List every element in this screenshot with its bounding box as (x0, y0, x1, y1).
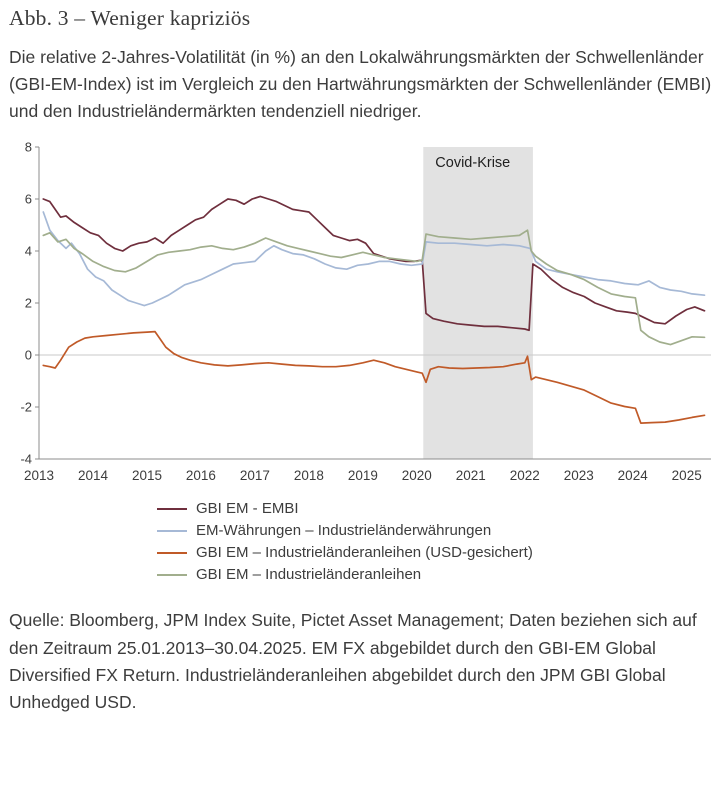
svg-text:Covid-Krise: Covid-Krise (435, 155, 510, 171)
chart-legend: GBI EM - EMBI EM-Währungen – Industrielä… (157, 500, 715, 583)
svg-text:-4: -4 (20, 452, 32, 467)
legend-item: GBI EM – Industrieländeranleihen (USD-ge… (157, 544, 715, 561)
legend-swatch (157, 551, 187, 555)
legend-label: GBI EM - EMBI (196, 500, 299, 518)
svg-text:2019: 2019 (348, 468, 378, 483)
svg-text:2020: 2020 (402, 468, 432, 483)
svg-text:2016: 2016 (186, 468, 216, 483)
figure-container: Abb. 3 – Weniger kapriziös Die relative … (9, 6, 715, 712)
svg-text:2023: 2023 (564, 468, 594, 483)
legend-swatch (157, 573, 187, 577)
svg-text:0: 0 (25, 348, 32, 363)
legend-item: GBI EM - EMBI (157, 500, 715, 517)
volatility-chart: 8 6 4 2 0 -2 -4 2013 2014 2015 2016 2017 2018 2019 202… (9, 139, 715, 583)
legend-item: EM-Währungen – Industrieländerwährungen (157, 522, 715, 539)
svg-text:2018: 2018 (294, 468, 324, 483)
svg-text:6: 6 (25, 192, 32, 207)
legend-swatch (157, 529, 187, 533)
svg-text:2015: 2015 (132, 468, 162, 483)
svg-text:2024: 2024 (618, 468, 649, 483)
svg-text:2021: 2021 (456, 468, 486, 483)
svg-text:2017: 2017 (240, 468, 270, 483)
legend-label: GBI EM – Industrieländeranleihen (196, 566, 422, 584)
source-note: Quelle: Bloomberg, JPM Index Suite, Pict… (9, 610, 697, 712)
legend-item: GBI EM – Industrieländeranleihen (157, 566, 715, 583)
legend-swatch (157, 507, 187, 511)
svg-text:2022: 2022 (510, 468, 540, 483)
svg-text:2013: 2013 (24, 468, 54, 483)
svg-text:2014: 2014 (78, 468, 109, 483)
svg-text:-2: -2 (20, 400, 32, 415)
svg-text:2025: 2025 (672, 468, 702, 483)
legend-label: EM-Währungen – Industrieländerwährungen (196, 522, 492, 540)
figure-title: Abb. 3 – Weniger kapriziös (9, 6, 251, 30)
svg-text:8: 8 (25, 140, 32, 155)
legend-label: GBI EM – Industrieländeranleihen (USD-ge… (196, 544, 533, 562)
svg-text:4: 4 (25, 244, 32, 259)
svg-text:2: 2 (25, 296, 32, 311)
figure-description: Die relative 2-Jahres-Volatilität (in %)… (9, 47, 712, 122)
